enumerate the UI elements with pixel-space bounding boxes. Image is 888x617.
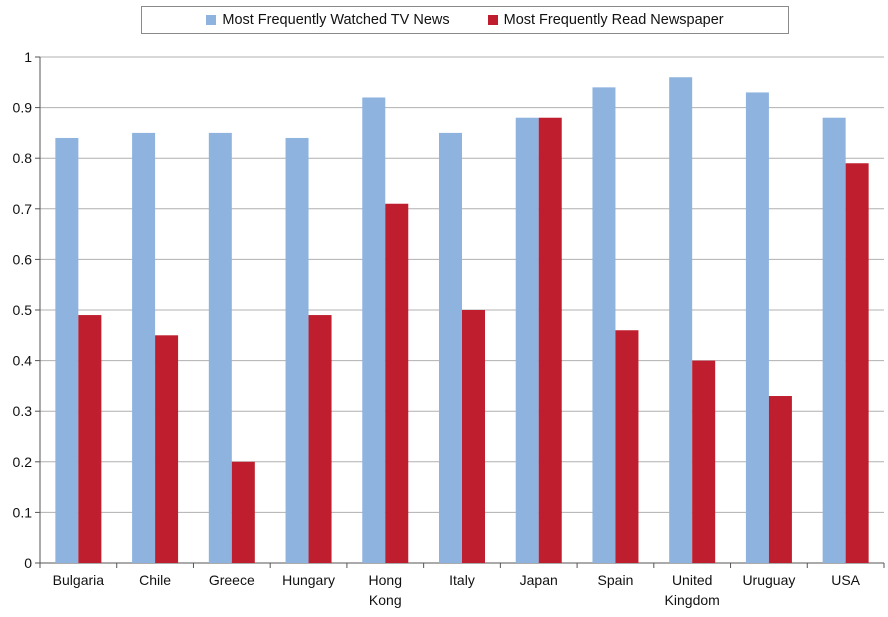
x-tick-label: Chile (139, 572, 171, 588)
x-tick-label: USA (831, 572, 860, 588)
y-tick-label: 0.6 (13, 251, 33, 267)
bar-newspaper (155, 335, 179, 563)
bar-tv-news (745, 92, 769, 564)
legend: Most Frequently Watched TV News Most Fre… (141, 6, 789, 34)
x-tick-label: United Kingdom (665, 572, 720, 608)
y-tick-label: 0.8 (13, 150, 33, 166)
legend-item-tv-news: Most Frequently Watched TV News (206, 12, 450, 28)
bar-newspaper (615, 330, 639, 563)
legend-swatch-newspaper (487, 15, 498, 25)
bar-tv-news (439, 132, 462, 563)
y-tick-label: 0.9 (13, 100, 33, 116)
x-tick-label: Bulgaria (53, 572, 105, 588)
bar-newspaper (462, 310, 485, 563)
y-tick-label: 0.7 (13, 201, 33, 217)
x-tick-label: Greece (209, 572, 255, 588)
y-tick-label: 0 (24, 555, 32, 571)
legend-item-newspaper: Most Frequently Read Newspaper (487, 12, 724, 28)
bar-newspaper (78, 315, 102, 563)
y-tick-label: 0.2 (13, 454, 33, 470)
bar-tv-news (55, 137, 79, 563)
x-tick-label: Uruguay (742, 572, 795, 588)
y-tick-label: 0.1 (13, 504, 33, 520)
x-tick-label: Hungary (282, 572, 335, 588)
bar-tv-news (208, 132, 232, 563)
bar-newspaper (538, 117, 562, 563)
bar-newspaper (692, 360, 716, 563)
y-tick-label: 0.5 (13, 302, 33, 318)
y-tick-label: 0.4 (13, 353, 33, 369)
bar-newspaper (231, 461, 255, 563)
x-tick-label: Japan (520, 572, 558, 588)
x-tick-label: Spain (598, 572, 634, 588)
bar-tv-news (515, 117, 539, 563)
bar-tv-news (285, 137, 309, 563)
bar-newspaper (308, 315, 332, 563)
bar-tv-news (592, 87, 616, 564)
bar-newspaper (768, 396, 792, 563)
bar-tv-news (132, 132, 156, 563)
x-tick-label: Hong Kong (369, 572, 402, 608)
y-tick-label: 0.3 (13, 403, 33, 419)
legend-label-tv-news: Most Frequently Watched TV News (222, 12, 450, 28)
legend-label-newspaper: Most Frequently Read Newspaper (503, 12, 724, 28)
bar-newspaper (845, 163, 869, 563)
bar-tv-news (669, 77, 693, 564)
bar-newspaper (385, 203, 409, 564)
legend-swatch-tv-news (206, 15, 217, 25)
bar-tv-news (362, 97, 386, 563)
bar-tv-news (822, 117, 846, 563)
y-tick-label: 1 (24, 49, 32, 65)
x-tick-label: Italy (449, 572, 475, 588)
